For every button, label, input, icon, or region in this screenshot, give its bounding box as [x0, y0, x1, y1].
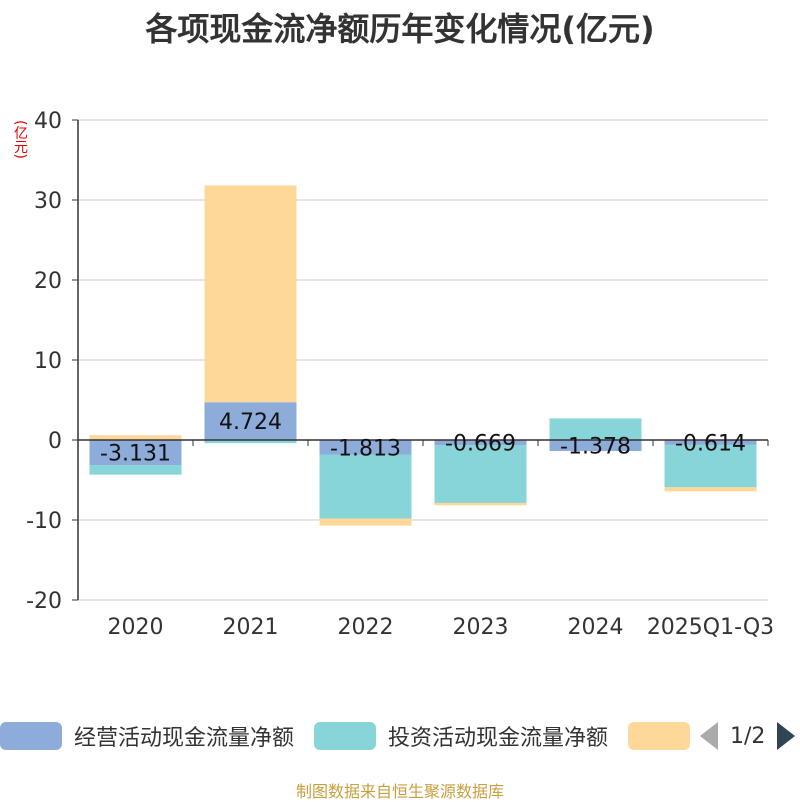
bar-2021-series-0	[204, 402, 297, 440]
legend-swatch-financing	[628, 722, 691, 750]
data-label-2024: -1.378	[560, 435, 631, 460]
legend-swatch-investing	[314, 722, 377, 750]
legend-item-investing[interactable]: 投资活动现金流量净额	[314, 720, 608, 752]
legend-label-investing: 投资活动现金流量净额	[388, 726, 609, 751]
bar-2025Q1-Q3-series-2	[664, 487, 757, 492]
chart-plot: -20 -10 0 10 20 30 40 2020 2021 2022 2023 2024 2025…	[26, 109, 774, 640]
legend-label-operating: 经营活动现金流量净额	[74, 726, 295, 751]
y-tick-label: 10	[34, 349, 62, 374]
data-label-2022: -1.813	[330, 436, 401, 461]
bar-2020-series-2	[89, 435, 182, 440]
y-axis-unit-label: (亿元)	[12, 120, 28, 159]
legend-next-page-icon[interactable]	[777, 722, 796, 750]
y-tick-label: 40	[34, 109, 62, 134]
x-category-label-2024: 2024	[568, 615, 624, 640]
data-source-note: 制图数据来自恒生聚源数据库	[295, 782, 504, 801]
legend-item-financing[interactable]	[628, 722, 702, 750]
x-category-label-2022: 2022	[338, 615, 394, 640]
y-tick-label: -20	[26, 589, 62, 614]
bar-2024-series-1	[549, 418, 642, 440]
bar-2022-series-0	[319, 440, 412, 455]
data-label-2020: -3.131	[100, 442, 171, 467]
x-category-label-2025Q1-Q3: 2025Q1-Q3	[647, 615, 774, 640]
bar-2025Q1-Q3-series-1	[664, 444, 757, 488]
chart-title: 各项现金流净额历年变化情况(亿元)	[145, 10, 655, 48]
bar-2020-series-1	[89, 465, 182, 475]
bar-2020-series-0	[89, 440, 182, 466]
bar-2024-series-0	[549, 440, 642, 452]
bar-2022-series-1	[319, 454, 412, 519]
legend-swatch-operating	[0, 722, 62, 750]
data-label-2023: -0.669	[445, 432, 516, 457]
legend-pager: 1/2	[700, 722, 796, 750]
bar-2022-series-2	[319, 518, 412, 526]
x-category-label-2023: 2023	[453, 615, 509, 640]
data-label-2025Q1-Q3: -0.614	[675, 431, 746, 456]
bar-2025Q1-Q3-series-0	[664, 440, 757, 445]
bar-2021-series-1	[204, 440, 297, 444]
bar-2021-series-2	[204, 185, 297, 403]
bar-2023-series-0	[434, 440, 527, 446]
y-tick-label: -10	[26, 509, 62, 534]
y-tick-label: 20	[34, 269, 62, 294]
legend-page-indicator: 1/2	[730, 723, 766, 749]
legend: 经营活动现金流量净额 投资活动现金流量净额 1/2	[0, 716, 800, 756]
legend-prev-page-icon[interactable]	[700, 722, 718, 750]
data-label-2021: 4.724	[219, 410, 282, 435]
legend-item-operating[interactable]: 经营活动现金流量净额	[0, 720, 294, 752]
y-tick-label: 30	[34, 189, 62, 214]
bar-2023-series-1	[434, 445, 527, 503]
x-category-label-2020: 2020	[108, 615, 164, 640]
y-tick-label: 0	[48, 429, 62, 454]
x-category-label-2021: 2021	[223, 615, 279, 640]
bar-2023-series-2	[434, 502, 527, 506]
